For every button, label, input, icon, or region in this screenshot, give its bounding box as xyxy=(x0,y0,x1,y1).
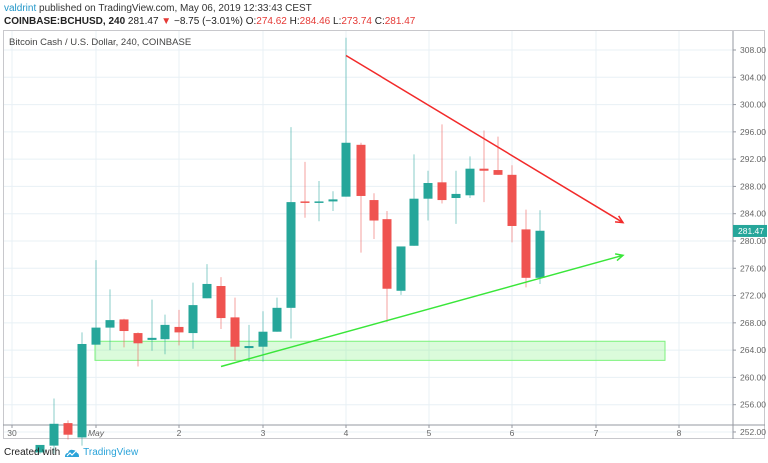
candle[interactable] xyxy=(396,246,406,295)
candle[interactable] xyxy=(230,297,240,361)
tradingview-logo-icon xyxy=(65,449,80,457)
candle[interactable] xyxy=(202,264,212,299)
candle[interactable] xyxy=(521,209,531,288)
arrow-head-icon xyxy=(614,253,625,262)
footer: Created with TradingView xyxy=(4,447,138,458)
candle[interactable] xyxy=(91,260,101,345)
price-tick-label: 272.00 xyxy=(740,291,766,301)
candle[interactable] xyxy=(133,332,143,367)
publisher-link[interactable]: valdrint xyxy=(4,3,37,14)
last-price: 281.47 xyxy=(127,16,159,27)
high-value: 284.46 xyxy=(299,16,331,27)
candle[interactable] xyxy=(119,318,129,348)
resistance-trendline[interactable] xyxy=(345,54,625,224)
candle[interactable] xyxy=(356,142,366,253)
candle[interactable] xyxy=(507,165,517,243)
price-tick-label: 260.00 xyxy=(740,372,766,382)
candle[interactable] xyxy=(341,37,351,197)
arrow-head-icon xyxy=(614,215,625,224)
candle[interactable] xyxy=(328,191,338,211)
price-tick-label: 284.00 xyxy=(740,209,766,219)
candle[interactable] xyxy=(258,311,268,362)
candle[interactable] xyxy=(437,124,447,204)
down-triangle-icon: ▼ xyxy=(161,16,172,27)
candle[interactable] xyxy=(216,277,226,329)
price-tick-label: 296.00 xyxy=(740,127,766,137)
candles xyxy=(35,37,545,454)
price-tick-label: 252.00 xyxy=(740,427,766,437)
price-tick-label: 264.00 xyxy=(740,345,766,355)
time-tick-label: 4 xyxy=(344,428,349,438)
price-tick-label: 292.00 xyxy=(740,154,766,164)
time-tick-label: 7 xyxy=(594,428,599,438)
candle[interactable] xyxy=(535,210,545,284)
price-tick-label: 304.00 xyxy=(740,72,766,82)
candle[interactable] xyxy=(423,170,433,221)
chart-title: Bitcoin Cash / U.S. Dollar, 240, COINBAS… xyxy=(9,37,192,48)
price-tick-label: 256.00 xyxy=(740,400,766,410)
candle[interactable] xyxy=(160,314,170,355)
candle[interactable] xyxy=(465,156,475,199)
support-zone[interactable] xyxy=(94,340,666,361)
time-tick-label: 8 xyxy=(677,428,682,438)
candle[interactable] xyxy=(35,444,45,454)
candle[interactable] xyxy=(300,161,310,218)
time-tick-label: 3 xyxy=(261,428,266,438)
last-price-tag xyxy=(733,224,767,237)
candle[interactable] xyxy=(188,282,198,349)
candle[interactable] xyxy=(451,170,461,224)
candle[interactable] xyxy=(174,309,184,346)
price-tick-label: 276.00 xyxy=(740,263,766,273)
publish-info: valdrint published on TradingView.com, M… xyxy=(4,3,312,14)
symbol-info: COINBASE:BCHUSD, 240 281.47 ▼ −8.75 (−3.… xyxy=(4,16,415,27)
candle[interactable] xyxy=(314,180,324,222)
low-label: L: xyxy=(333,16,342,27)
candle[interactable] xyxy=(77,332,87,446)
low-value: 273.74 xyxy=(341,16,372,27)
price-tick-label: 280.00 xyxy=(740,236,766,246)
price-change: −8.75 (−3.01%) xyxy=(173,16,243,27)
time-tick-label: 5 xyxy=(427,428,432,438)
time-tick-label: May xyxy=(88,428,105,438)
candle[interactable] xyxy=(63,420,73,440)
open-label: O: xyxy=(245,16,257,27)
created-with-label: Created with xyxy=(4,447,61,458)
candle[interactable] xyxy=(147,299,157,351)
high-label: H: xyxy=(289,16,300,27)
price-tick-label: 268.00 xyxy=(740,318,766,328)
symbol-name: COINBASE:BCHUSD, 240 xyxy=(4,16,126,27)
candle[interactable] xyxy=(105,289,115,351)
candle[interactable] xyxy=(409,154,419,246)
time-tick-label: 30 xyxy=(7,428,17,438)
price-tick-label: 308.00 xyxy=(740,45,766,55)
candle[interactable] xyxy=(369,193,379,239)
candle[interactable] xyxy=(49,398,59,454)
support-trendline[interactable] xyxy=(220,253,625,368)
candle[interactable] xyxy=(382,210,392,323)
candle[interactable] xyxy=(479,130,489,203)
tradingview-link[interactable]: TradingView xyxy=(83,447,139,458)
price-tick-label: 300.00 xyxy=(740,100,766,110)
candle[interactable] xyxy=(286,127,296,339)
published-text: published on TradingView.com, May 06, 20… xyxy=(36,3,312,14)
time-tick-label: 2 xyxy=(177,428,182,438)
close-value: 281.47 xyxy=(384,16,416,27)
candle[interactable] xyxy=(244,324,254,362)
time-tick-label: 6 xyxy=(510,428,515,438)
close-label: C: xyxy=(374,16,385,27)
candle[interactable] xyxy=(272,297,282,332)
price-tick-label: 288.00 xyxy=(740,181,766,191)
open-value: 274.62 xyxy=(256,16,287,27)
last-price-tag-label: 281.47 xyxy=(738,226,764,236)
candle[interactable] xyxy=(493,136,503,175)
